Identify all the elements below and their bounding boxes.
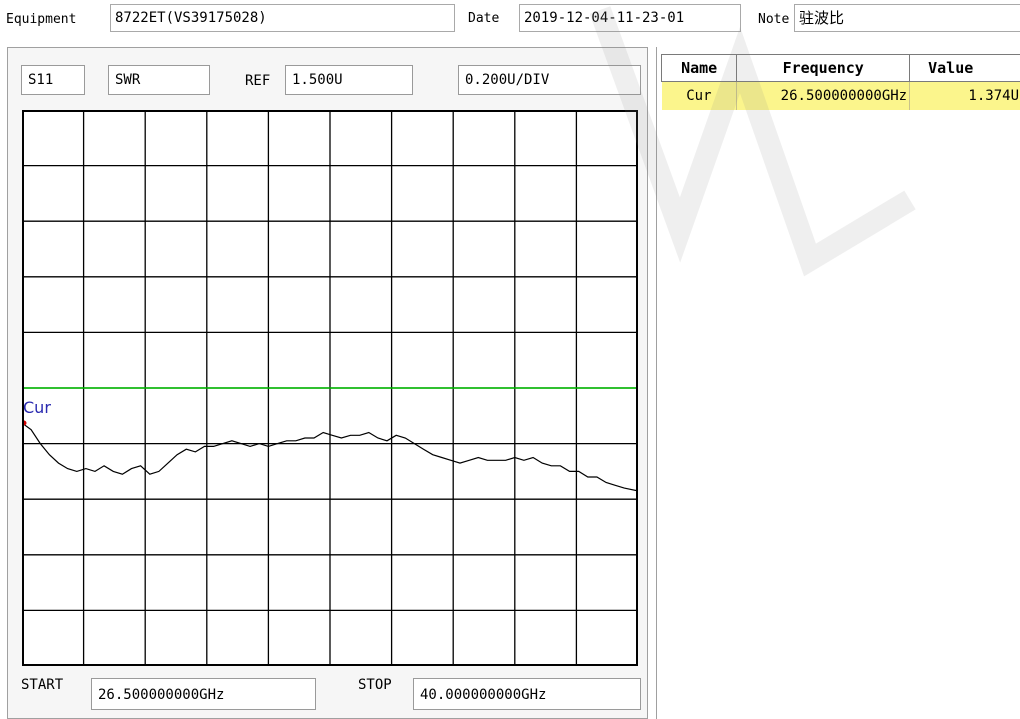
start-label: START: [21, 677, 63, 693]
format-field[interactable]: SWR: [108, 65, 210, 95]
stop-label: STOP: [358, 677, 392, 693]
equipment-field[interactable]: 8722ET(VS39175028): [110, 4, 455, 32]
column-header-frequency[interactable]: Frequency: [737, 55, 910, 82]
s-parameter-field[interactable]: S11: [21, 65, 85, 95]
marker-label-cur: Cur: [23, 398, 51, 417]
date-label: Date: [468, 11, 499, 26]
ref-label: REF: [245, 73, 270, 89]
marker-table: Name Frequency Value Cur 26.500000000GHz…: [661, 54, 1020, 110]
marker-panel: Name Frequency Value Cur 26.500000000GHz…: [656, 47, 1020, 719]
start-frequency-field[interactable]: 26.500000000GHz: [91, 678, 316, 710]
marker-row[interactable]: Cur 26.500000000GHz 1.374U: [662, 82, 1020, 111]
column-header-name[interactable]: Name: [662, 55, 737, 82]
plot-svg[interactable]: Cur: [22, 110, 638, 666]
equipment-label: Equipment: [6, 12, 76, 27]
stop-frequency-field[interactable]: 40.000000000GHz: [413, 678, 641, 710]
swr-plot[interactable]: Cur: [22, 110, 638, 670]
column-header-value[interactable]: Value: [910, 55, 1020, 82]
scale-field[interactable]: 0.200U/DIV: [458, 65, 641, 95]
date-field[interactable]: 2019-12-04-11-23-01: [519, 4, 741, 32]
marker-row-frequency: 26.500000000GHz: [737, 82, 910, 111]
marker-row-value: 1.374U: [910, 82, 1020, 111]
note-label: Note: [758, 12, 789, 27]
marker-row-name: Cur: [662, 82, 737, 111]
note-field[interactable]: 驻波比: [794, 4, 1020, 32]
ref-value-field[interactable]: 1.500U: [285, 65, 413, 95]
